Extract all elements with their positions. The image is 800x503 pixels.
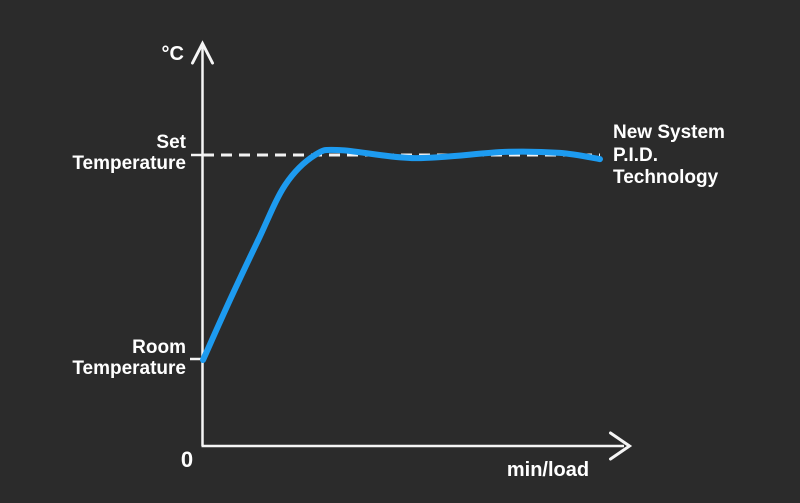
set-temperature-label: Set Temperature (40, 132, 186, 174)
pid-response-curve (200, 146, 603, 363)
set-temperature-label-line2: Temperature (72, 153, 186, 174)
curve-annotation-line2: P.I.D. (613, 144, 659, 166)
set-temperature-label-line1: Set (156, 132, 186, 153)
origin-label: 0 (180, 447, 194, 472)
room-temperature-label-line2: Temperature (72, 358, 186, 379)
room-temperature-label: Room Temperature (40, 337, 186, 379)
y-axis-unit-label: °C (161, 43, 184, 65)
curve-annotation-line3: Technology (613, 167, 719, 188)
room-temperature-label-line1: Room (132, 337, 186, 358)
curve-annotation: New System P.I.D. Technology (613, 122, 783, 190)
x-axis-unit-label: min/load (506, 459, 590, 481)
x-axis-arrow-icon (609, 431, 633, 461)
curve-annotation-line1: New System (613, 122, 725, 143)
y-axis-arrow-icon (191, 40, 214, 65)
